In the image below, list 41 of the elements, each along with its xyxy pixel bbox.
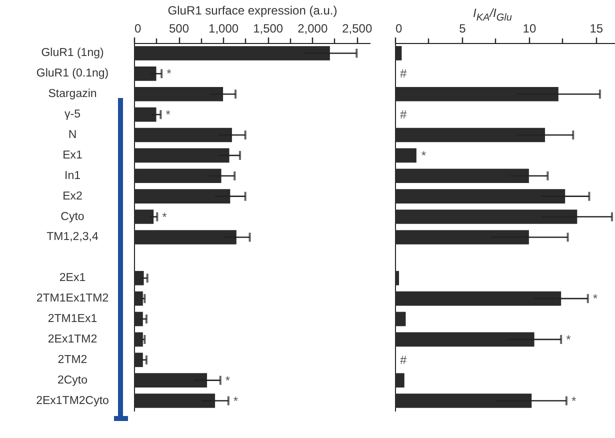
data-label: # xyxy=(400,66,407,81)
y-tick-label: TM1,2,3,4 xyxy=(46,231,99,244)
y-tick-label: In1 xyxy=(64,170,80,182)
y-tick-label: GluR1 (1ng) xyxy=(41,47,104,60)
y-tick-label: GluR1 (0.1ng) xyxy=(36,68,109,80)
y-tick-label: 2Ex1TM2 xyxy=(48,333,98,346)
x-tick-label: 10 xyxy=(522,22,536,36)
data-label: # xyxy=(400,352,407,367)
annotation: * xyxy=(166,66,172,81)
data-label: # xyxy=(400,108,407,122)
y-tick-label: 2Cyto xyxy=(57,374,88,386)
x-tick-label: 1,500 xyxy=(253,22,284,36)
x-tick-label: 2,000 xyxy=(298,22,328,36)
y-tick-label: 2TM1Ex1TM2 xyxy=(36,292,109,305)
x-tick-label: 15 xyxy=(590,22,604,36)
annotation: * xyxy=(225,373,230,388)
x-tick-label: 2,500 xyxy=(342,22,372,36)
y-tick-label: Ex2 xyxy=(62,190,82,202)
annotation: * xyxy=(592,292,598,306)
x-tick-label: 0 xyxy=(396,22,402,36)
annotation: * xyxy=(162,210,168,224)
annotation: * xyxy=(421,148,426,162)
annotation: * xyxy=(566,332,572,346)
x-tick-label: 500 xyxy=(169,22,190,36)
y-tick-label: Stargazin xyxy=(48,88,97,100)
y-tick-label: Cyto xyxy=(60,210,84,223)
y-tick-label: γ-5 xyxy=(64,108,80,121)
x-tick-label: 5 xyxy=(459,22,466,36)
x-tick-label: 0 xyxy=(134,22,142,36)
y-tick-label: 2Ex1TM2Cyto xyxy=(36,394,109,407)
x-axis-title: I$_{KA}$/I$_{Glu}$ xyxy=(473,6,512,24)
y-tick-label: 2TM1Ex1 xyxy=(48,313,98,325)
annotation: * xyxy=(233,394,238,408)
y-tick-label: N xyxy=(68,129,77,141)
y-tick-label: Ex1 xyxy=(62,149,82,162)
annotation: * xyxy=(166,108,171,122)
annotation: * xyxy=(571,394,576,408)
x-tick-label: 1,000 xyxy=(208,22,239,36)
y-tick-label: 2Ex1 xyxy=(59,272,86,284)
x-axis-title: GluR1 surface expression (a.u.) xyxy=(168,4,338,18)
y-tick-label: 2TM2 xyxy=(58,354,88,366)
